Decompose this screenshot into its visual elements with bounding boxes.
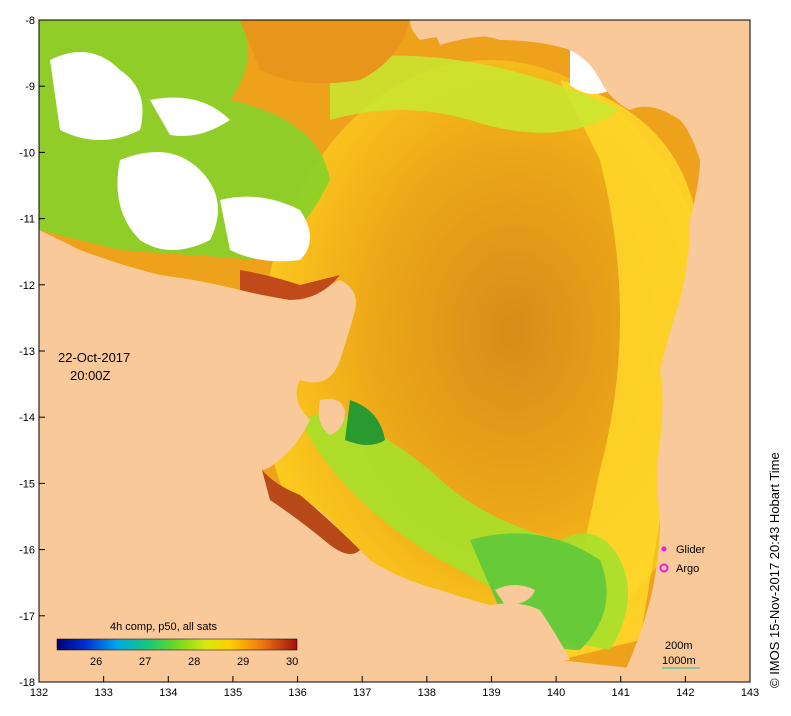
cloud-2 — [117, 152, 218, 250]
depth-1000-label: 1000m — [662, 655, 696, 667]
green-west-cove — [345, 400, 385, 445]
colorbar: 4h comp, p50, all sats 26 27 28 29 30 — [56, 621, 298, 668]
lon-tick-label: 135 — [224, 687, 242, 699]
lat-tick-label: -15 — [19, 478, 35, 490]
longitude-axis: 132 133 134 135 136 137 138 139 140 141 142 143 — [30, 676, 759, 699]
warm-north — [240, 20, 410, 84]
lat-tick-label: -12 — [19, 280, 35, 292]
land-south — [39, 600, 750, 682]
green-band-north — [330, 55, 620, 133]
lon-tick-label: 140 — [547, 687, 565, 699]
land-groote — [318, 398, 345, 435]
lat-tick-label: -16 — [19, 545, 35, 557]
colorbar-gradient — [56, 638, 298, 651]
cloud-3 — [220, 196, 310, 262]
lat-tick-label: -9 — [25, 81, 35, 93]
glider-marker — [661, 546, 667, 552]
colorbar-tick-label: 30 — [286, 656, 298, 668]
hot-coast-north — [240, 270, 340, 300]
lon-tick-label: 141 — [612, 687, 630, 699]
credit-text: © IMOS 15-Nov-2017 20:43 Hobart Time — [767, 452, 782, 688]
date-label: 22-Oct-2017 — [58, 350, 130, 365]
lon-tick-label: 142 — [676, 687, 694, 699]
lat-tick-label: -8 — [25, 15, 35, 27]
colorbar-tick-label: 26 — [90, 656, 102, 668]
lat-tick-label: -10 — [19, 147, 35, 159]
green-southeast — [470, 533, 607, 650]
lon-tick-label: 139 — [482, 687, 500, 699]
lat-tick-label: -11 — [20, 214, 35, 226]
depth-legend: 200m 1000m — [662, 640, 700, 669]
lon-tick-label: 143 — [741, 687, 759, 699]
lon-tick-label: 134 — [159, 687, 177, 699]
argo-label: Argo — [676, 563, 699, 575]
colorbar-tick-label: 29 — [237, 656, 249, 668]
latitude-axis: -8 -9 -10 -11 -12 -13 -14 -15 -16 -17 -18 — [19, 15, 45, 689]
land-newguinea — [430, 20, 750, 90]
land-wellesley — [495, 585, 535, 605]
platform-legend: Glider Argo — [659, 544, 706, 575]
lat-tick-label: -14 — [19, 412, 35, 424]
colorbar-tick-label: 28 — [188, 656, 200, 668]
lon-tick-label: 136 — [288, 687, 306, 699]
argo-marker — [659, 563, 669, 573]
lon-tick-label: 137 — [353, 687, 371, 699]
hot-coast-west — [262, 470, 360, 554]
time-label: 20:00Z — [70, 368, 111, 383]
colorbar-tick-label: 27 — [139, 656, 151, 668]
land-capeyork — [410, 20, 750, 682]
depth-200-label: 200m — [665, 640, 693, 652]
lon-tick-label: 132 — [30, 687, 48, 699]
cloud-4 — [150, 97, 230, 136]
cloud-5 — [570, 50, 610, 94]
land-arnhem — [39, 230, 570, 682]
lon-tick-label: 133 — [94, 687, 112, 699]
lat-tick-label: -17 — [19, 611, 35, 623]
lon-tick-label: 138 — [418, 687, 436, 699]
lat-tick-label: -18 — [19, 677, 35, 689]
yellow-band-east — [560, 80, 700, 660]
colorbar-title: 4h comp, p50, all sats — [110, 621, 218, 633]
lat-tick-label: -13 — [19, 346, 35, 358]
cloud-1 — [50, 52, 143, 140]
glider-label: Glider — [676, 544, 706, 556]
